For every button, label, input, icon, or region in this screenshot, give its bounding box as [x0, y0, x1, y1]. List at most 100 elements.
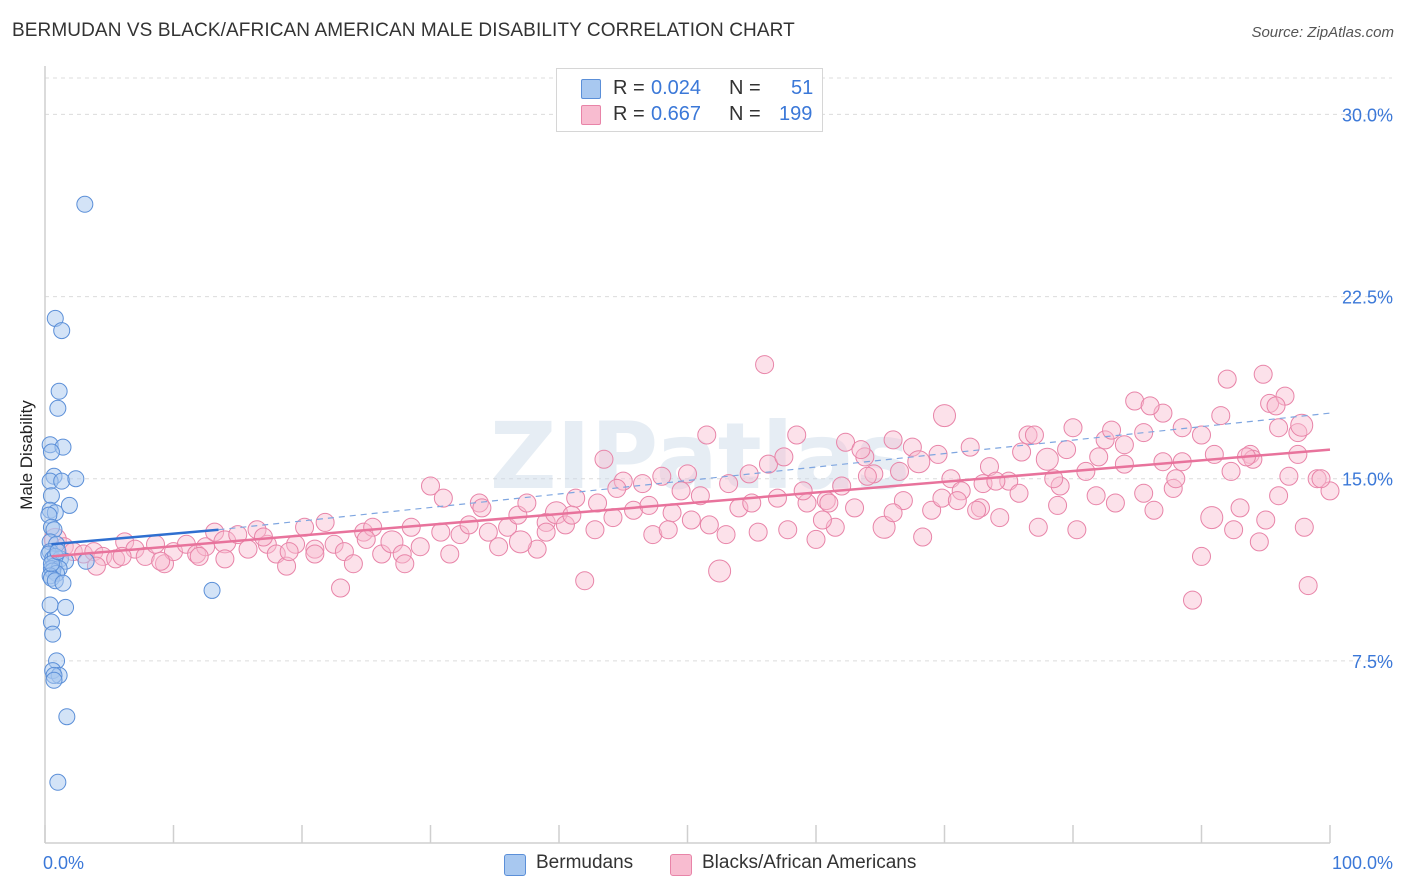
y-tick-label: 22.5%	[1342, 288, 1393, 308]
black-point	[913, 527, 933, 547]
black-point	[951, 481, 971, 501]
black-swatch	[581, 105, 601, 125]
black-point	[1269, 486, 1289, 506]
bermudan-point	[42, 487, 60, 505]
black-point	[356, 529, 376, 549]
black-point	[907, 450, 931, 474]
bermudan-point	[42, 443, 60, 461]
black-point	[1086, 486, 1106, 506]
bermudan-point	[53, 322, 71, 340]
black-point	[395, 554, 415, 574]
n-label: N =	[729, 103, 761, 125]
black-point	[1288, 423, 1308, 443]
bermudan-point	[41, 596, 59, 614]
black-point	[652, 466, 672, 486]
black-point	[767, 488, 787, 508]
black-point	[681, 510, 701, 530]
black-point	[851, 440, 871, 460]
black-point	[433, 488, 453, 508]
black-point	[758, 454, 778, 474]
black-legend-swatch	[670, 854, 692, 876]
black-point	[1114, 454, 1134, 474]
black-point	[1249, 532, 1269, 552]
stats-box: R = 0.024 N = 51 R = 0.667 N = 199	[556, 68, 823, 132]
black-point	[238, 539, 258, 559]
bermudan-point	[203, 581, 221, 599]
black-point	[812, 510, 832, 530]
black-point	[1253, 364, 1273, 384]
black-point	[1279, 466, 1299, 486]
n-label: N =	[729, 77, 761, 99]
black-point	[555, 515, 575, 535]
black-point	[624, 500, 644, 520]
black-point	[1125, 391, 1145, 411]
black-point	[1311, 469, 1331, 489]
bermudan-point	[44, 625, 62, 643]
bermudan-trend-solid	[51, 528, 219, 546]
black-point	[708, 559, 732, 583]
black-point	[872, 515, 896, 539]
bermudan-point	[58, 708, 76, 726]
black-point	[1140, 396, 1160, 416]
legend-label: Blacks/African Americans	[702, 852, 917, 873]
black-point	[1035, 447, 1059, 471]
black-point	[1172, 418, 1192, 438]
black-point	[845, 498, 865, 518]
black-point	[575, 571, 595, 591]
black-point	[1200, 506, 1224, 530]
black-point	[1009, 483, 1029, 503]
black-point	[1217, 369, 1237, 389]
black-point	[967, 500, 987, 520]
black-point	[806, 529, 826, 549]
black-point	[716, 525, 736, 545]
bermudan-point	[76, 195, 94, 213]
black-point	[1166, 469, 1186, 489]
black-point	[151, 551, 171, 571]
n-value: 51	[791, 77, 814, 99]
black-point	[279, 542, 299, 562]
r-label: R =	[613, 77, 645, 99]
black-point	[517, 493, 537, 513]
black-point	[1290, 413, 1314, 437]
black-point	[883, 430, 903, 450]
black-point	[933, 404, 956, 428]
x-tick-label-max: 100.0%	[1332, 853, 1393, 873]
black-point	[774, 447, 794, 467]
black-point	[1050, 476, 1070, 496]
bermudan-series-points	[40, 195, 221, 791]
black-point	[1067, 520, 1087, 540]
black-point	[1018, 425, 1038, 445]
black-point	[508, 530, 532, 554]
black-point	[990, 508, 1010, 528]
black-point	[478, 522, 498, 542]
bermudans-swatch	[581, 79, 601, 99]
black-point	[1024, 425, 1044, 445]
black-point	[440, 544, 460, 564]
black-point	[205, 522, 225, 542]
x-tick-label-min: 0.0%	[43, 853, 84, 873]
black-point	[1230, 498, 1250, 518]
black-point	[1266, 396, 1286, 416]
y-axis-label: Male Disability	[17, 400, 36, 510]
r-value: 0.024	[651, 77, 702, 99]
r-label: R =	[613, 103, 645, 125]
black-point	[536, 522, 556, 542]
black-point	[1192, 425, 1211, 445]
black-point	[613, 471, 633, 491]
black-point	[363, 517, 383, 537]
black-point	[1134, 423, 1154, 443]
black-point	[836, 432, 856, 452]
black-point	[1288, 444, 1308, 464]
black-point	[562, 505, 582, 525]
black-point	[1105, 493, 1125, 513]
y-tick-labels: 7.5% 15.0% 22.5% 30.0%	[1342, 105, 1393, 671]
black-point	[1063, 418, 1083, 438]
black-point	[380, 530, 404, 554]
black-series-points	[43, 355, 1340, 610]
legend-label: Bermudans	[536, 852, 634, 873]
y-tick-label: 15.0%	[1342, 470, 1393, 490]
black-point	[658, 520, 678, 540]
black-point	[699, 515, 719, 535]
black-point	[678, 464, 697, 484]
black-point	[315, 512, 335, 532]
